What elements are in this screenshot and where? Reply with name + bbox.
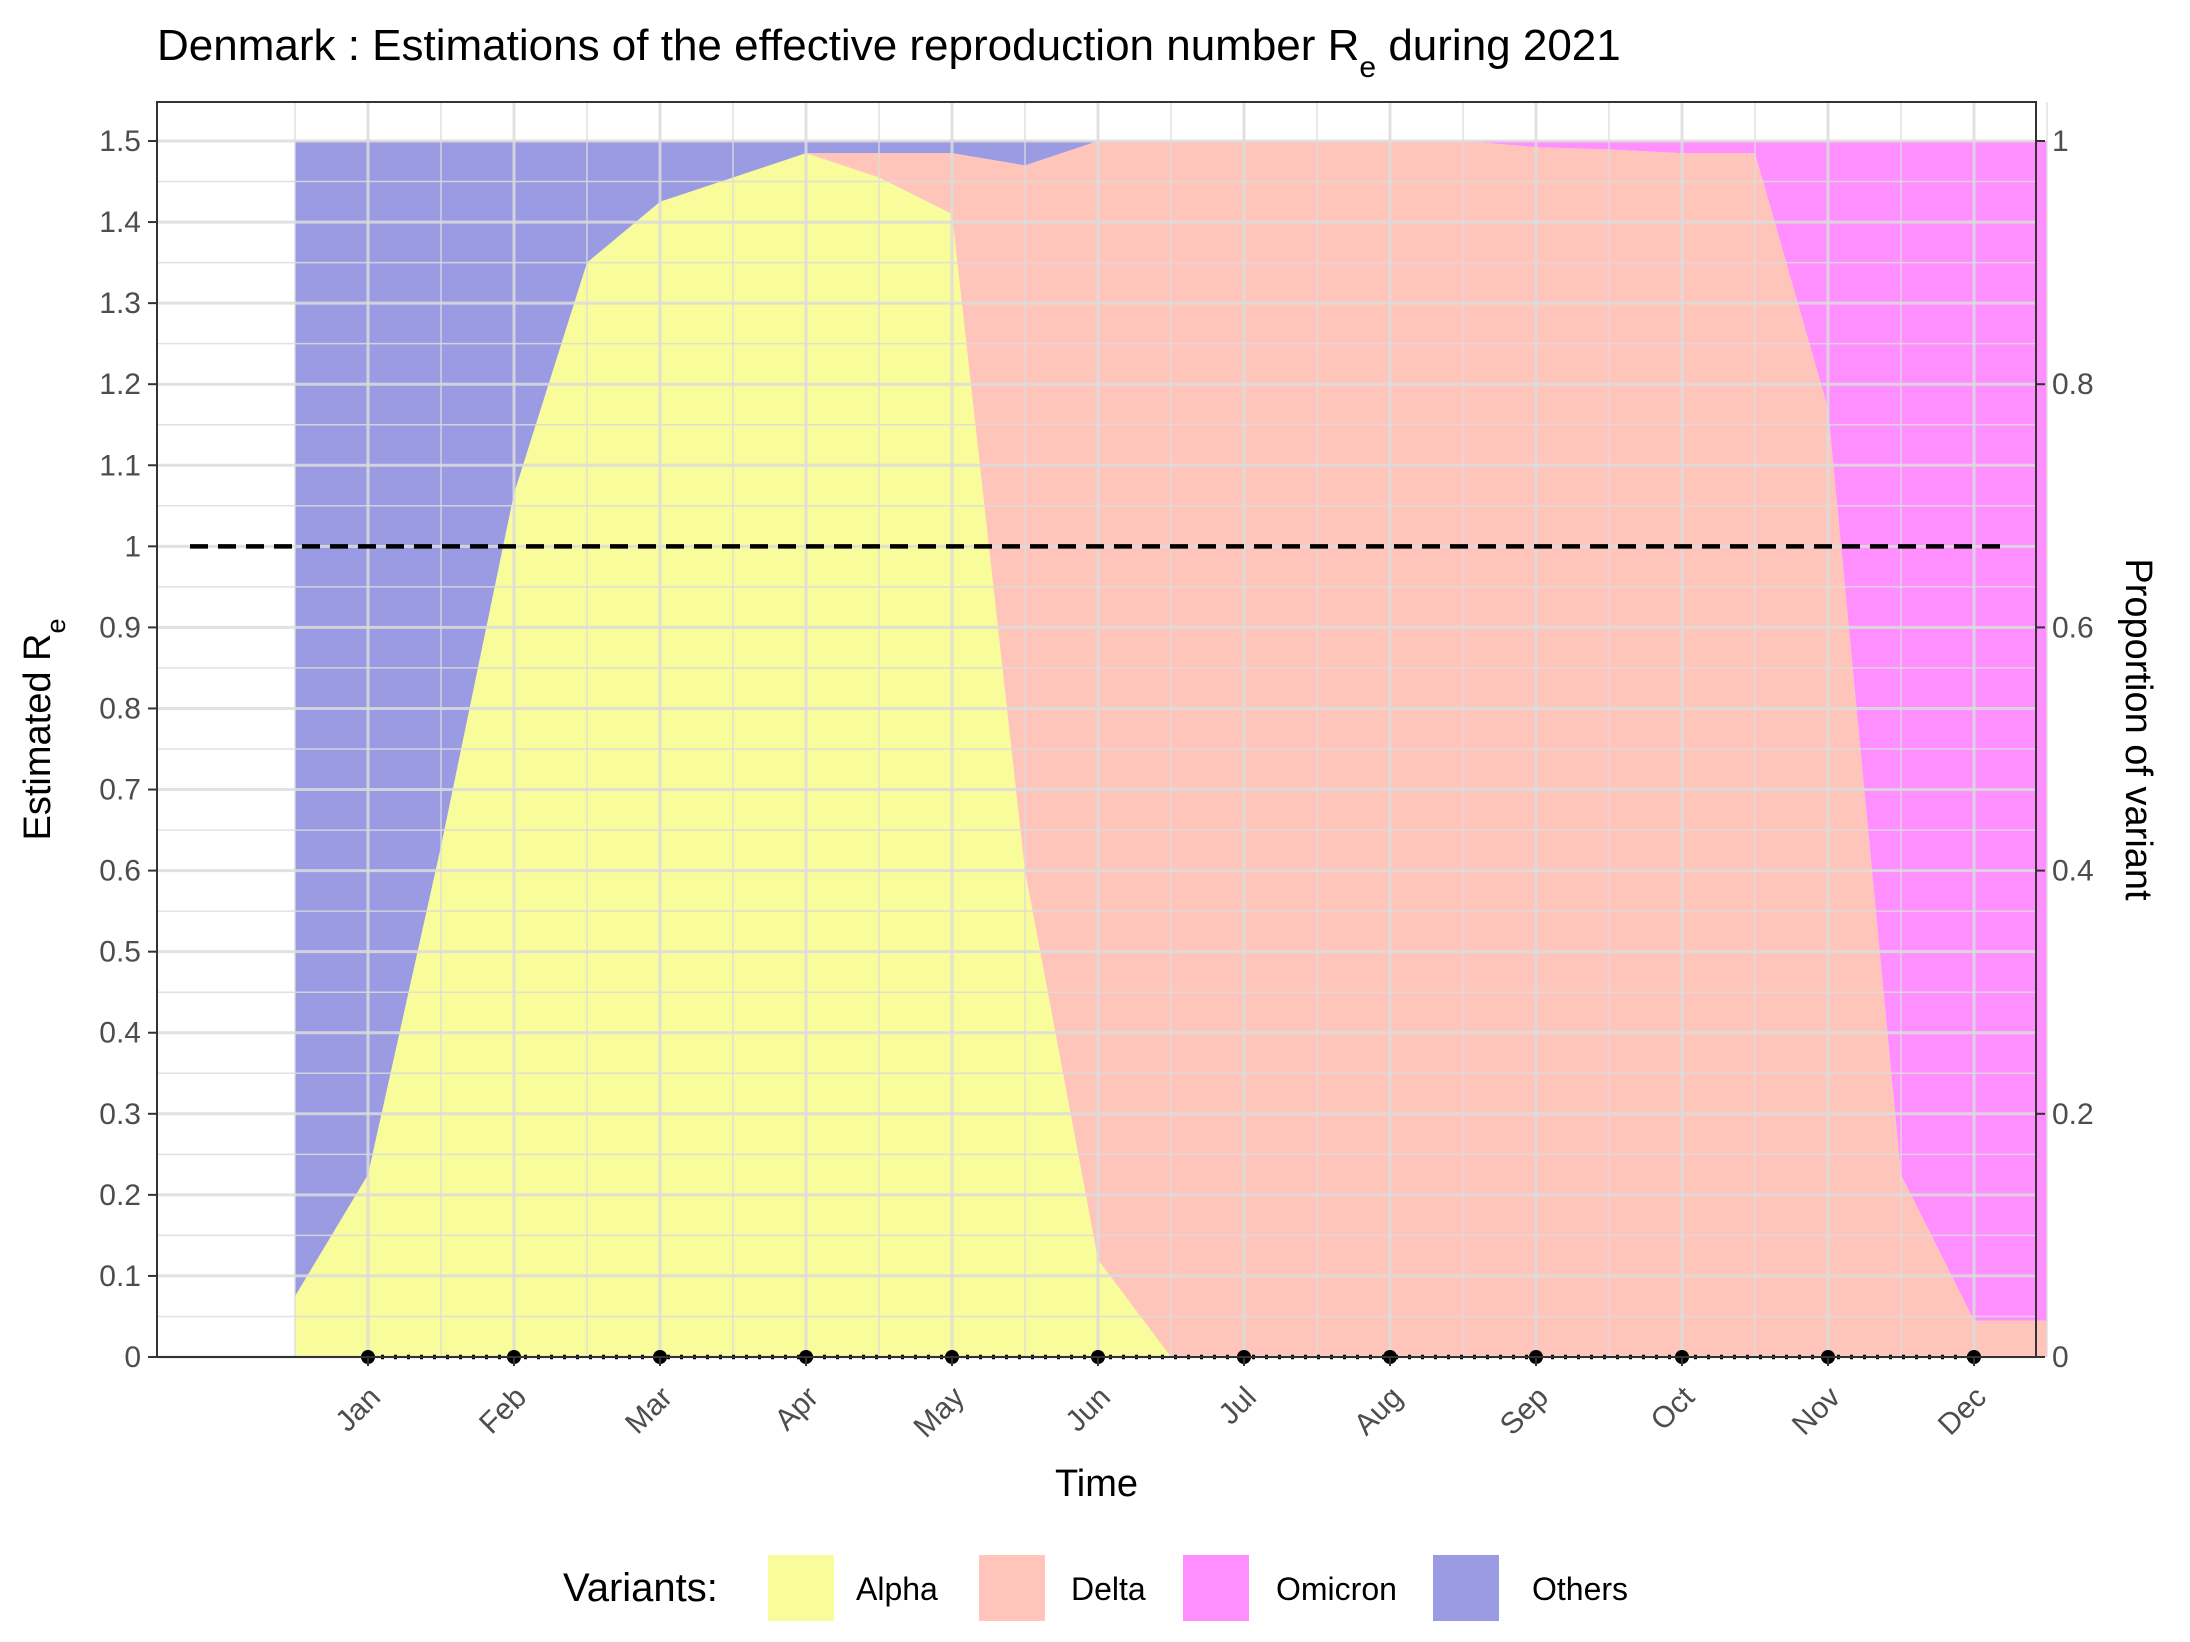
x-tick-label: Mar	[619, 1381, 679, 1441]
y-tick-label: 1.1	[99, 449, 141, 482]
y-tick-label: 1	[124, 530, 141, 563]
re-points	[361, 1350, 1981, 1364]
grid-lines	[157, 102, 2048, 1359]
y-tick-label: 0	[124, 1341, 141, 1374]
y-tick-label: 0.9	[99, 611, 141, 644]
y-tick-label: 0.5	[99, 936, 141, 969]
y-tick-label: 1.3	[99, 287, 141, 320]
y2-tick-label: 0.8	[2052, 368, 2094, 401]
y-tick-label: 0.3	[99, 1098, 141, 1131]
area-omicron	[295, 141, 2047, 1321]
legend-key-others	[1433, 1555, 1499, 1621]
x-tick-label: Sep	[1494, 1381, 1555, 1442]
plot-panel	[156, 101, 2048, 1364]
y2-axis-title: Proportion of variant	[2117, 558, 2159, 901]
legend-key-delta	[979, 1555, 1045, 1621]
y-tick-label: 1.5	[99, 125, 141, 158]
y-tick-label: 0.8	[99, 692, 141, 725]
y-axis-title: Estimated Re	[17, 619, 71, 841]
y2-axis-ticks: 0 0.2 0.4 0.6 0.8 1	[2036, 125, 2094, 1374]
x-tick-label: Apr	[769, 1381, 825, 1437]
chart-title: Denmark : Estimations of the effective r…	[157, 21, 1621, 84]
legend-label-alpha: Alpha	[856, 1571, 938, 1607]
y-axis-ticks: 0 0.1 0.2 0.3 0.4 0.5 0.6 0.7 0.8 0.9 1 1.1 1.2 1.3 1.…	[99, 125, 157, 1374]
y2-tick-label: 0	[2052, 1341, 2069, 1374]
area-others	[295, 141, 2047, 1297]
legend: Variants: Alpha Delta Omicron Others	[563, 1555, 1628, 1621]
panel-border	[156, 101, 2037, 1358]
legend-key-omicron	[1183, 1555, 1249, 1621]
y-tick-label: 0.6	[99, 855, 141, 888]
y2-tick-label: 0.6	[2052, 611, 2094, 644]
y-tick-label: 0.4	[99, 1017, 141, 1050]
legend-title: Variants:	[563, 1566, 718, 1610]
x-tick-label: Oct	[1645, 1380, 1702, 1437]
y2-tick-label: 1	[2052, 125, 2069, 158]
legend-label-others: Others	[1532, 1571, 1628, 1607]
legend-label-omicron: Omicron	[1276, 1571, 1397, 1607]
y2-tick-label: 0.4	[2052, 855, 2094, 888]
x-tick-label: Jan	[329, 1381, 387, 1439]
y-tick-label: 1.2	[99, 368, 141, 401]
y-tick-label: 0.7	[99, 774, 141, 807]
y2-tick-label: 0.2	[2052, 1098, 2094, 1131]
x-tick-label: Nov	[1786, 1381, 1847, 1442]
legend-label-delta: Delta	[1071, 1571, 1146, 1607]
x-tick-label: Jul	[1212, 1381, 1262, 1431]
y-tick-label: 0.1	[99, 1260, 141, 1293]
x-tick-label: Feb	[473, 1381, 533, 1441]
x-tick-label: Dec	[1932, 1381, 1993, 1442]
legend-key-alpha	[768, 1555, 834, 1621]
y-tick-label: 1.4	[99, 206, 141, 239]
x-axis-ticks: Jan Feb Mar Apr May Jun Jul Aug Sep Oct Nov Dec	[329, 1357, 1993, 1444]
x-tick-label: Jun	[1059, 1381, 1117, 1439]
y-tick-label: 0.2	[99, 1179, 141, 1212]
x-tick-label: May	[908, 1381, 971, 1444]
x-axis-title: Time	[1055, 1463, 1138, 1505]
x-tick-label: Aug	[1348, 1381, 1409, 1442]
